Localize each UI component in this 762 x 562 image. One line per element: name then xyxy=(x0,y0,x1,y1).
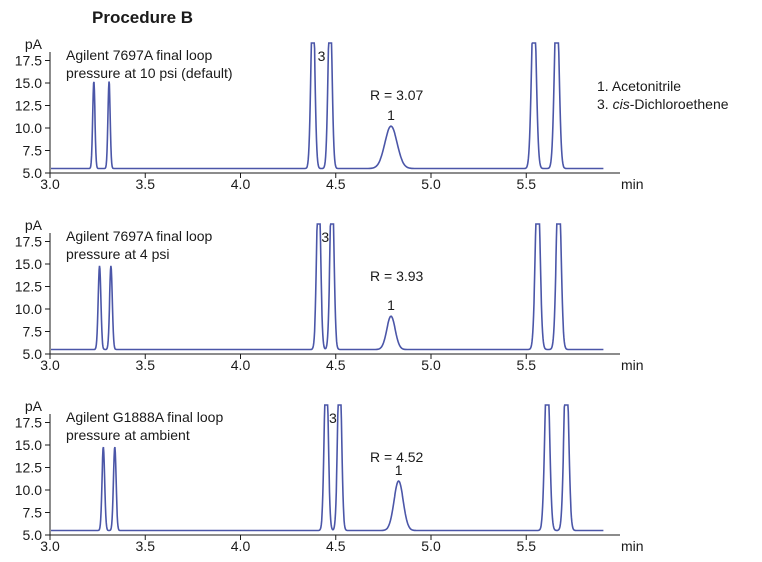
y-axis-label: pA xyxy=(25,398,43,414)
resolution-label: R = 3.07 xyxy=(370,87,424,103)
resolution-label: R = 3.93 xyxy=(370,268,424,284)
x-tick-label: 4.5 xyxy=(326,538,346,554)
x-tick-label: 5.5 xyxy=(517,176,537,192)
y-axis-label: pA xyxy=(25,36,43,52)
x-tick-label: 3.5 xyxy=(136,357,156,373)
y-tick-label: 5.0 xyxy=(23,165,43,181)
y-tick-label: 10.0 xyxy=(15,301,42,317)
panel-label-line2: pressure at 10 psi (default) xyxy=(66,65,233,81)
x-tick-label: 5.5 xyxy=(517,538,537,554)
y-tick-label: 15.0 xyxy=(15,437,42,453)
resolution-label: R = 4.52 xyxy=(370,449,424,465)
y-tick-label: 7.5 xyxy=(23,143,43,159)
x-tick-label: 5.5 xyxy=(517,357,537,373)
chromatogram-trace xyxy=(51,42,604,170)
peak-label: 1 xyxy=(387,297,395,313)
x-tick-label: 3.5 xyxy=(136,176,156,192)
peak-label: 3 xyxy=(321,229,329,245)
y-tick-label: 10.0 xyxy=(15,482,42,498)
y-tick-label: 17.5 xyxy=(15,234,42,250)
y-tick-label: 12.5 xyxy=(15,279,42,295)
y-tick-label: 15.0 xyxy=(15,256,42,272)
y-tick-label: 7.5 xyxy=(23,324,43,340)
panel-label-line1: Agilent 7697A final loop xyxy=(66,47,213,63)
legend-item-1: 1. Acetonitrile xyxy=(597,78,681,94)
y-tick-label: 12.5 xyxy=(15,460,42,476)
y-tick-label: 10.0 xyxy=(15,120,42,136)
x-tick-label: 4.0 xyxy=(231,176,251,192)
x-tick-label: 5.0 xyxy=(421,538,441,554)
peak-label: 1 xyxy=(387,107,395,123)
peak-label: 1 xyxy=(395,462,403,478)
y-tick-label: 17.5 xyxy=(15,415,42,431)
x-axis-label: min xyxy=(621,357,644,373)
y-tick-label: 7.5 xyxy=(23,505,43,521)
x-axis-label: min xyxy=(621,538,644,554)
chromatogram-panel: 5.0 7.5 10.0 12.5 15.0 17.5pA 3.0 3.5 4.0 4.5 5.0 5… xyxy=(15,36,644,192)
x-tick-label: 4.0 xyxy=(231,357,251,373)
panel-label-line2: pressure at ambient xyxy=(66,427,190,443)
figure-title: Procedure B xyxy=(92,8,193,27)
y-tick-label: 17.5 xyxy=(15,53,42,69)
y-tick-label: 15.0 xyxy=(15,75,42,91)
y-tick-label: 12.5 xyxy=(15,98,42,114)
peak-legend: 1. Acetonitrile 3. cis-Dichloroethene xyxy=(597,78,729,112)
chromatogram-panel: 5.0 7.5 10.0 12.5 15.0 17.5pA 3.0 3.5 4.0 4.5 5.0 5… xyxy=(15,398,644,554)
panel-label-line2: pressure at 4 psi xyxy=(66,246,170,262)
chromatogram-panel: 5.0 7.5 10.0 12.5 15.0 17.5pA 3.0 3.5 4.0 4.5 5.0 5… xyxy=(15,217,644,373)
x-tick-label: 3.5 xyxy=(136,538,156,554)
y-axis-label: pA xyxy=(25,217,43,233)
x-tick-label: 4.5 xyxy=(326,357,346,373)
x-axis-label: min xyxy=(621,176,644,192)
x-tick-label: 3.0 xyxy=(40,357,60,373)
peak-label: 3 xyxy=(318,48,326,64)
peak-label: 3 xyxy=(329,410,337,426)
y-tick-label: 5.0 xyxy=(23,527,43,543)
panel-label-line1: Agilent 7697A final loop xyxy=(66,228,213,244)
x-tick-label: 5.0 xyxy=(421,176,441,192)
y-tick-label: 5.0 xyxy=(23,346,43,362)
panel-label-line1: Agilent G1888A final loop xyxy=(66,409,223,425)
x-tick-label: 4.0 xyxy=(231,538,251,554)
x-tick-label: 4.5 xyxy=(326,176,346,192)
legend-item-3: 3. cis-Dichloroethene xyxy=(597,96,729,112)
chromatogram-trace xyxy=(51,404,604,532)
chromatogram-trace xyxy=(51,223,604,351)
x-tick-label: 3.0 xyxy=(40,176,60,192)
x-tick-label: 3.0 xyxy=(40,538,60,554)
x-tick-label: 5.0 xyxy=(421,357,441,373)
